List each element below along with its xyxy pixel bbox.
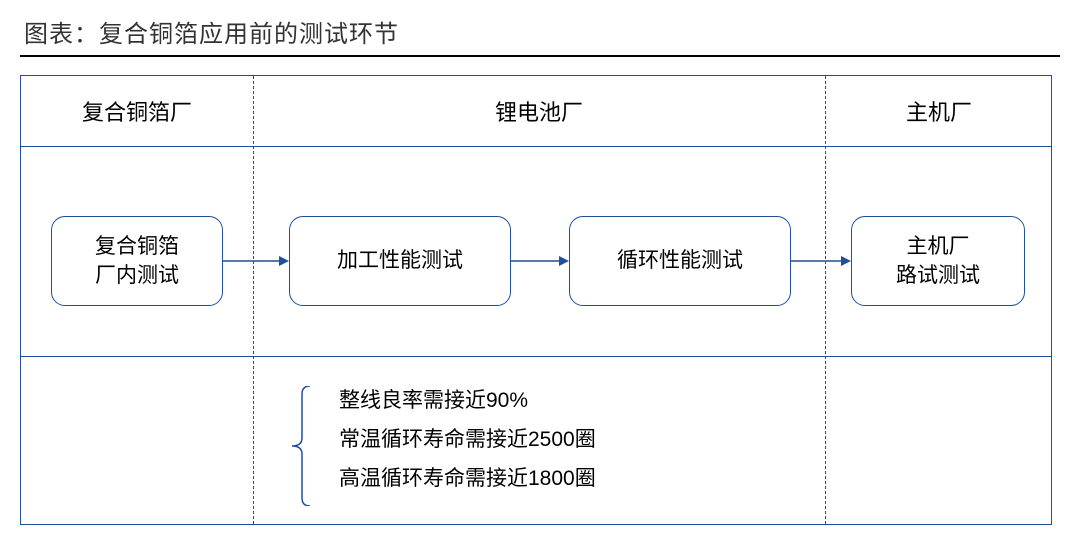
requirement-line: 整线良率需接近90% [339, 382, 596, 421]
node-cycle-test: 循环性能测试 [569, 216, 791, 306]
col-header-label: 复合铜箔厂 [82, 95, 192, 127]
requirements-bracket [289, 386, 311, 506]
title-divider [20, 55, 1060, 57]
col-header-label: 主机厂 [906, 95, 972, 127]
col-header-foil: 复合铜箔厂 [21, 76, 253, 146]
node-line2: 路试测试 [896, 261, 980, 290]
node-line1: 加工性能测试 [337, 246, 463, 275]
node-line1: 循环性能测试 [617, 246, 743, 275]
col-header-label: 锂电池厂 [495, 95, 583, 127]
flowchart-container: 复合铜箔厂 锂电池厂 主机厂 复合铜箔 厂内测试 加工性能测试 循环性能测试 主… [20, 75, 1052, 525]
node-road-test: 主机厂 路试测试 [851, 216, 1025, 306]
arrow-2 [511, 251, 569, 271]
col-header-oem: 主机厂 [825, 76, 1053, 146]
row-divider-1 [21, 146, 1051, 147]
requirement-line: 常温循环寿命需接近2500圈 [339, 421, 596, 460]
arrow-1 [223, 251, 289, 271]
chart-title: 图表：复合铜箔应用前的测试环节 [24, 14, 1060, 49]
arrow-3 [791, 251, 851, 271]
node-line1: 主机厂 [907, 232, 970, 261]
requirements-list: 整线良率需接近90% 常温循环寿命需接近2500圈 高温循环寿命需接近1800圈 [339, 382, 596, 499]
requirement-line: 高温循环寿命需接近1800圈 [339, 460, 596, 499]
row-divider-2 [21, 356, 1051, 357]
node-processing-test: 加工性能测试 [289, 216, 511, 306]
node-line1: 复合铜箔 [95, 232, 179, 261]
node-line2: 厂内测试 [95, 261, 179, 290]
node-internal-test: 复合铜箔 厂内测试 [51, 216, 223, 306]
col-header-battery: 锂电池厂 [253, 76, 825, 146]
